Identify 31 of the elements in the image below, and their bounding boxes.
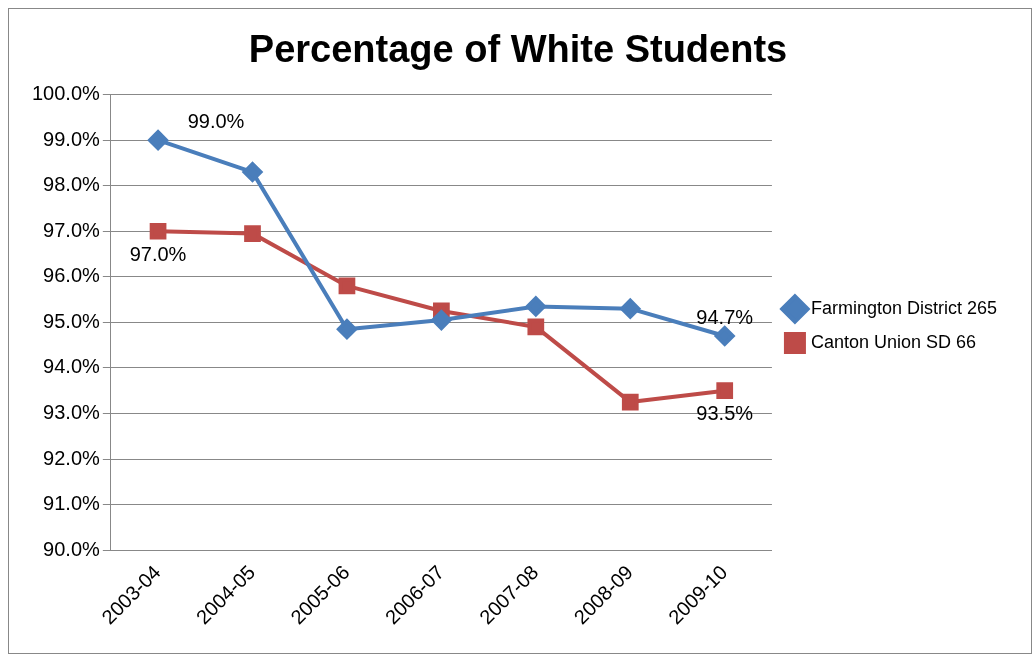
y-tick-label: 99.0% bbox=[43, 127, 101, 150]
point bbox=[714, 326, 735, 347]
point bbox=[525, 296, 546, 317]
point bbox=[621, 393, 639, 411]
data-label: 93.5% bbox=[696, 402, 754, 425]
point bbox=[716, 382, 734, 400]
chart-title: Percentage of White Students bbox=[248, 28, 788, 71]
data-label: 97.0% bbox=[129, 242, 187, 265]
y-tick-label: 94.0% bbox=[43, 355, 101, 378]
point bbox=[527, 318, 545, 336]
y-tick-label: 100.0% bbox=[31, 82, 101, 105]
data-label: 94.7% bbox=[696, 305, 754, 328]
point bbox=[244, 225, 261, 242]
y-tick-label: 98.0% bbox=[43, 173, 101, 196]
data-label: 99.0% bbox=[187, 109, 245, 132]
y-tick-label: 90.0% bbox=[43, 537, 101, 560]
point bbox=[620, 298, 641, 319]
legend-label: Farmington District 265 bbox=[810, 297, 998, 318]
y-tick-label: 91.0% bbox=[43, 492, 101, 515]
y-tick-label: 97.0% bbox=[43, 218, 101, 241]
point bbox=[336, 319, 357, 340]
point bbox=[242, 162, 263, 183]
y-tick-label: 96.0% bbox=[43, 264, 101, 287]
y-tick-label: 93.0% bbox=[43, 400, 101, 423]
y-tick-label: 92.0% bbox=[43, 446, 101, 469]
point bbox=[431, 310, 452, 331]
point bbox=[148, 130, 169, 151]
y-tick-label: 95.0% bbox=[43, 309, 101, 332]
point bbox=[338, 277, 356, 295]
legend-label: Canton Union SD 66 bbox=[810, 331, 977, 352]
point bbox=[149, 222, 167, 240]
